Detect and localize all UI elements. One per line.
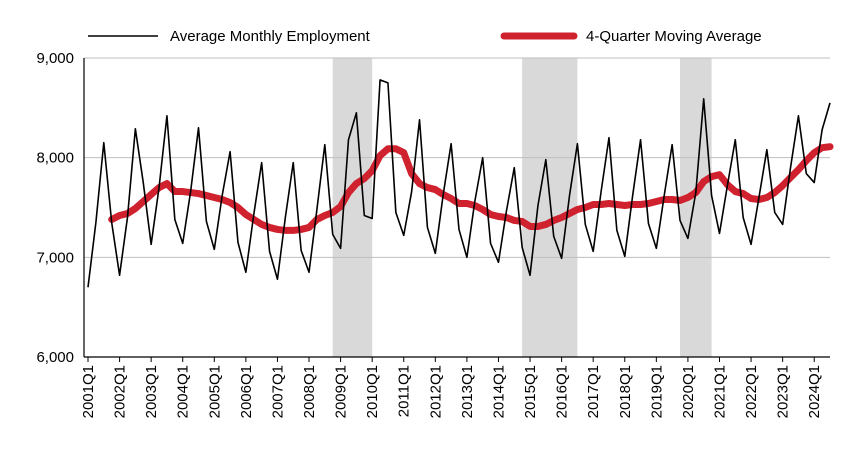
x-tick-label: 2002Q1: [112, 365, 129, 418]
legend-label-moving-average: 4-Quarter Moving Average: [586, 28, 762, 45]
x-tick-label: 2023Q1: [775, 365, 792, 418]
x-tick-label: 2005Q1: [206, 365, 223, 418]
x-tick-label: 2014Q1: [490, 365, 507, 418]
x-tick-label: 2007Q1: [269, 365, 286, 418]
axes: [83, 58, 830, 358]
x-tick-label: 2013Q1: [459, 365, 476, 418]
x-tick-labels: 2001Q1 2002Q1 2003Q1 2004Q1 2005Q1 2006Q1 2007…: [80, 357, 823, 418]
y-tick-labels: 6,000 7,000 8,000 9,000: [36, 50, 74, 366]
y-tick-label: 7,000: [36, 249, 74, 266]
x-tick-label: 2011Q1: [396, 365, 413, 417]
x-tick-label: 2018Q1: [617, 365, 634, 418]
x-tick-label: 2020Q1: [680, 365, 697, 418]
y-tick-label: 8,000: [36, 150, 74, 167]
shaded-period-2: [522, 58, 578, 357]
y-tick-label: 6,000: [36, 349, 74, 366]
y-tick-label: 9,000: [36, 50, 74, 67]
x-tick-label: 2009Q1: [333, 365, 350, 418]
x-tick-label: 2024Q1: [806, 365, 823, 418]
legend: Average Monthly Employment 4-Quarter Mov…: [88, 28, 762, 45]
legend-label-monthly: Average Monthly Employment: [170, 28, 371, 45]
x-tick-label: 2016Q1: [554, 365, 571, 418]
x-tick-label: 2001Q1: [80, 365, 97, 418]
x-tick-label: 2015Q1: [522, 365, 539, 418]
series-lines: [87, 79, 834, 288]
x-tick-label: 2010Q1: [364, 365, 381, 418]
x-tick-label: 2008Q1: [301, 365, 318, 418]
x-tick-label: 2017Q1: [585, 365, 602, 418]
x-tick-label: 2021Q1: [711, 365, 728, 418]
x-tick-label: 2004Q1: [175, 365, 192, 418]
series-monthly-employment-line: [87, 79, 831, 288]
shaded-period-3: [680, 58, 712, 357]
x-tick-label: 2006Q1: [238, 365, 255, 418]
x-tick-label: 2012Q1: [427, 365, 444, 418]
x-tick-label: 2019Q1: [648, 365, 665, 418]
x-tick-label: 2003Q1: [143, 365, 160, 418]
x-tick-label: 2022Q1: [743, 365, 760, 418]
gridlines: [84, 57, 830, 258]
